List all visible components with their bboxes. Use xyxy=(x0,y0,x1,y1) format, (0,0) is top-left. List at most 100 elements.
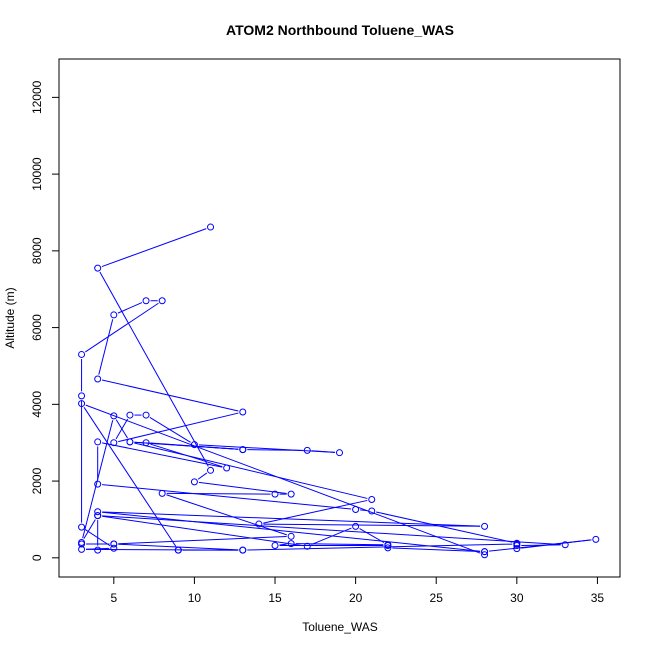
series-segment xyxy=(166,492,271,495)
data-point xyxy=(368,495,376,503)
series-segment xyxy=(376,511,513,543)
series-segment xyxy=(102,515,303,547)
series-segment xyxy=(247,543,513,551)
series-segment xyxy=(98,319,114,375)
series-segment xyxy=(166,494,288,536)
data-point xyxy=(561,541,569,549)
series-segment xyxy=(83,519,96,539)
y-tick-label: 10000 xyxy=(30,157,44,191)
data-point xyxy=(352,522,360,530)
data-point xyxy=(303,542,311,550)
data-point xyxy=(190,441,198,449)
series-segment xyxy=(99,271,209,467)
x-axis-label: Toluene_WAS xyxy=(302,620,378,634)
series-segment xyxy=(311,527,352,546)
data-point xyxy=(110,439,118,447)
data-point xyxy=(384,544,392,552)
data-point xyxy=(94,375,102,383)
data-point xyxy=(207,223,215,231)
data-point xyxy=(481,551,489,559)
data-point xyxy=(110,540,118,548)
series-segment xyxy=(86,548,239,551)
data-point xyxy=(287,532,295,540)
x-tick-label: 15 xyxy=(268,591,282,605)
data-point xyxy=(142,411,150,419)
data-point xyxy=(110,311,118,319)
series-segment xyxy=(149,416,191,443)
series-segment xyxy=(101,379,239,412)
x-axis: 5 10 15 20 25 30 35 xyxy=(110,576,605,605)
data-point xyxy=(142,297,150,305)
x-tick-label: 10 xyxy=(188,591,202,605)
data-point xyxy=(94,438,102,446)
y-tick-label: 4000 xyxy=(30,391,44,418)
data-point xyxy=(94,264,102,272)
x-tick-label: 25 xyxy=(430,591,444,605)
y-tick-label: 8000 xyxy=(30,237,44,264)
series-segment xyxy=(102,511,481,552)
data-point xyxy=(190,478,198,486)
data-point xyxy=(142,439,150,447)
x-tick-label: 5 xyxy=(110,591,117,605)
y-tick-label: 12000 xyxy=(30,80,44,114)
series-segment xyxy=(118,536,287,545)
series-segment xyxy=(360,509,368,512)
data-point xyxy=(592,535,600,543)
data-point xyxy=(207,466,215,474)
x-tick-label: 30 xyxy=(510,591,524,605)
y-tick-label: 6000 xyxy=(30,314,44,341)
data-point xyxy=(110,544,118,552)
series-lines xyxy=(81,228,592,554)
series-segment xyxy=(102,442,223,468)
data-point xyxy=(287,540,295,548)
data-point xyxy=(78,538,86,546)
series-segment xyxy=(83,407,177,547)
data-point xyxy=(287,490,295,498)
series-segment xyxy=(263,499,368,524)
data-point xyxy=(513,545,521,553)
data-point xyxy=(78,350,86,358)
series-segment xyxy=(197,472,208,480)
data-point xyxy=(126,438,134,446)
series-segment xyxy=(134,441,239,450)
series-points xyxy=(78,223,600,559)
data-point xyxy=(78,523,86,531)
data-point xyxy=(78,400,86,408)
data-point xyxy=(158,297,166,305)
series-segment xyxy=(86,547,110,550)
data-point xyxy=(78,392,86,400)
data-point xyxy=(78,545,86,553)
series-segment xyxy=(521,544,561,546)
series-segment xyxy=(359,528,385,543)
data-point xyxy=(126,411,134,419)
y-tick-label: 0 xyxy=(30,554,44,561)
data-point xyxy=(239,546,247,554)
chart-title: ATOM2 Northbound Toluene_WAS xyxy=(226,22,454,38)
data-point xyxy=(94,480,102,488)
series-segment xyxy=(279,543,287,546)
series-segment xyxy=(198,481,287,495)
plot-frame xyxy=(58,58,621,578)
y-tick-label: 2000 xyxy=(30,467,44,494)
x-tick-label: 35 xyxy=(591,591,605,605)
data-point xyxy=(94,512,102,520)
data-point xyxy=(158,489,166,497)
series-segment xyxy=(247,449,303,451)
series-segment xyxy=(101,228,207,268)
data-point xyxy=(223,464,231,472)
data-point xyxy=(255,520,263,528)
data-point xyxy=(481,522,489,530)
data-point xyxy=(336,449,343,457)
data-point xyxy=(271,490,279,498)
data-point xyxy=(513,542,521,550)
y-axis-label: Altitude (m) xyxy=(3,287,17,348)
series-segment xyxy=(118,412,239,443)
series-segment xyxy=(295,543,384,546)
series-segment xyxy=(134,442,368,499)
data-point xyxy=(481,548,489,556)
data-point xyxy=(368,507,376,515)
data-point xyxy=(94,546,102,554)
series-segment xyxy=(392,547,481,552)
series-segment xyxy=(102,511,481,527)
